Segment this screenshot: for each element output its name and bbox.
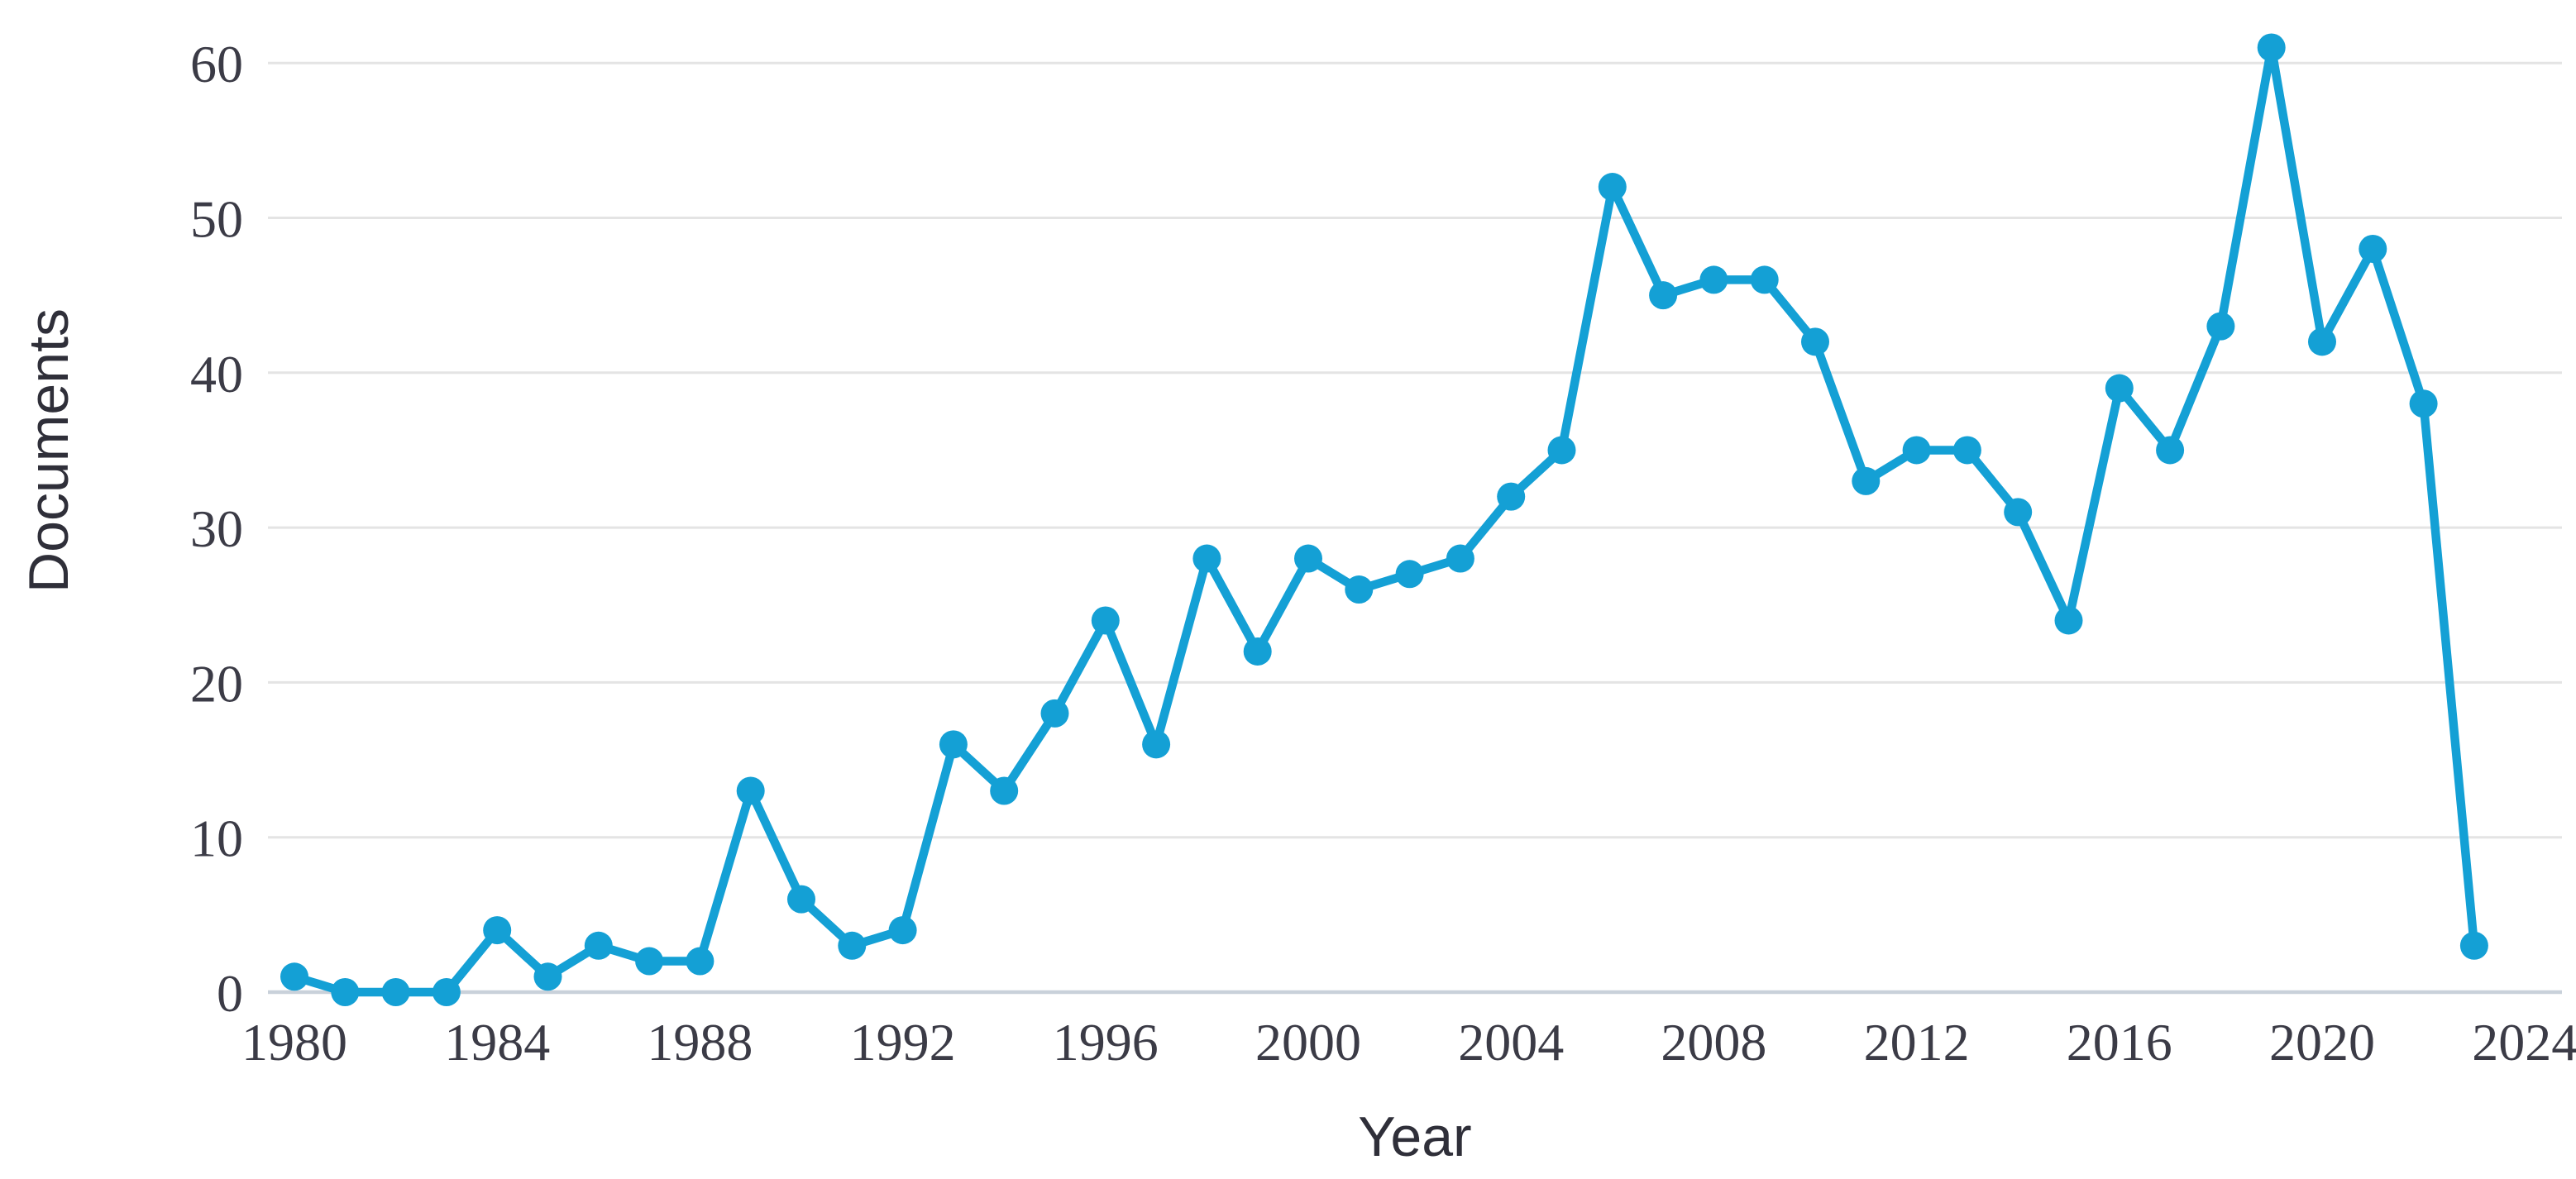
x-tick-label: 2012 <box>1864 1013 1970 1072</box>
data-point[interactable] <box>331 978 360 1006</box>
data-point[interactable] <box>686 947 714 976</box>
data-point[interactable] <box>584 931 613 960</box>
y-tick-label: 60 <box>190 35 243 93</box>
x-tick-label: 2020 <box>2269 1013 2375 1072</box>
y-tick-label: 10 <box>190 809 243 868</box>
data-point[interactable] <box>2459 931 2488 960</box>
data-point[interactable] <box>2054 606 2083 635</box>
gridlines <box>268 61 2562 995</box>
data-point[interactable] <box>1192 544 1221 573</box>
data-point[interactable] <box>533 962 562 991</box>
data-point[interactable] <box>990 776 1019 805</box>
x-axis-title: Year <box>1358 1105 1471 1168</box>
y-tick-label: 50 <box>190 190 243 249</box>
data-point[interactable] <box>432 978 461 1006</box>
data-point[interactable] <box>736 776 765 805</box>
x-tick-label: 1988 <box>647 1013 753 1072</box>
x-tick-label: 2016 <box>2067 1013 2172 1072</box>
data-point[interactable] <box>1852 466 1881 495</box>
data-point[interactable] <box>1395 560 1424 589</box>
y-tick-label: 40 <box>190 345 243 403</box>
data-point[interactable] <box>838 931 867 960</box>
data-point[interactable] <box>787 885 815 914</box>
series-line <box>289 43 2479 997</box>
data-point[interactable] <box>2308 327 2336 356</box>
x-tick-label: 1992 <box>850 1013 956 1072</box>
data-point[interactable] <box>483 916 512 945</box>
y-axis-tick-labels: 0 10 20 30 40 50 60 <box>190 35 243 1023</box>
data-point[interactable] <box>2257 33 2286 62</box>
data-point[interactable] <box>1142 730 1171 759</box>
x-tick-label: 2000 <box>1255 1013 1361 1072</box>
x-tick-label: 1980 <box>241 1013 347 1072</box>
data-point[interactable] <box>2409 389 2438 418</box>
y-tick-label: 0 <box>217 964 243 1023</box>
x-tick-label: 2004 <box>1458 1013 1564 1072</box>
documents-series <box>280 33 2488 1006</box>
data-point[interactable] <box>1243 637 1272 666</box>
x-tick-label: 1984 <box>444 1013 550 1072</box>
data-point[interactable] <box>2004 498 2033 527</box>
x-tick-label: 2008 <box>1661 1013 1766 1072</box>
y-axis-title: Documents <box>17 308 80 593</box>
x-tick-label: 1996 <box>1053 1013 1159 1072</box>
data-point[interactable] <box>1345 575 1374 604</box>
data-point[interactable] <box>1547 436 1576 465</box>
data-point[interactable] <box>1649 281 1678 310</box>
data-point[interactable] <box>1699 265 1728 294</box>
data-point[interactable] <box>1040 699 1069 728</box>
data-point[interactable] <box>1952 436 1981 465</box>
data-point[interactable] <box>1497 482 1526 511</box>
data-point[interactable] <box>635 947 664 976</box>
data-point[interactable] <box>280 962 308 991</box>
x-tick-label: 2024 <box>2472 1013 2576 1072</box>
x-axis-tick-labels: 1980 1984 1988 1992 1996 2000 2004 2008 2012 2016… <box>241 1013 2576 1072</box>
data-point[interactable] <box>1902 436 1931 465</box>
data-point[interactable] <box>1598 173 1627 202</box>
data-point[interactable] <box>381 978 410 1006</box>
data-point[interactable] <box>2359 234 2387 263</box>
data-point[interactable] <box>1750 265 1779 294</box>
data-point[interactable] <box>939 730 968 759</box>
data-point[interactable] <box>1801 327 1829 356</box>
data-point[interactable] <box>1294 544 1322 573</box>
data-point[interactable] <box>2206 312 2235 341</box>
data-point[interactable] <box>1446 544 1474 573</box>
data-point[interactable] <box>1091 606 1120 635</box>
data-point[interactable] <box>2156 436 2185 465</box>
data-point[interactable] <box>2105 374 2134 403</box>
y-tick-label: 30 <box>190 499 243 558</box>
y-tick-label: 20 <box>190 654 243 713</box>
data-point[interactable] <box>888 916 917 945</box>
